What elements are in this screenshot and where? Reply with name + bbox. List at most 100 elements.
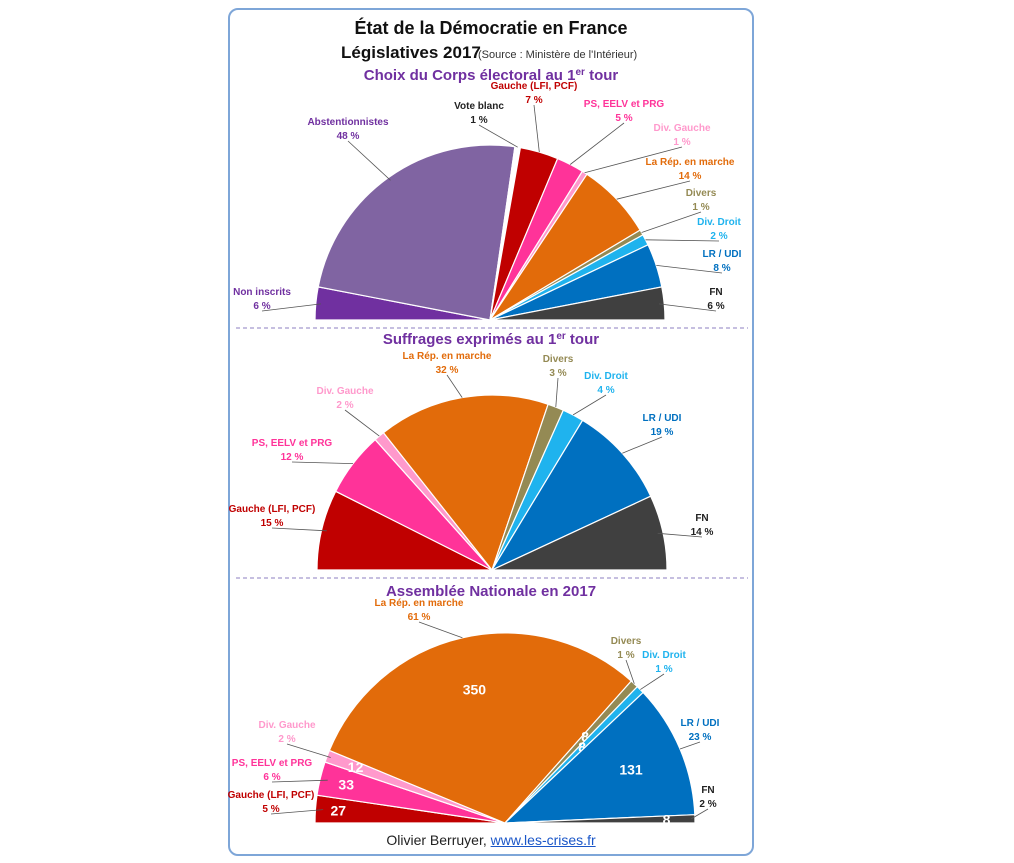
chart-1-leader-4 — [533, 104, 540, 153]
chart-1-label-4: Gauche (LFI, PCF) — [491, 81, 578, 92]
chart-3-pct-5: 1 % — [617, 650, 634, 661]
chart-1-label-11: FN — [709, 287, 722, 298]
chart-1-leader-2 — [347, 140, 391, 181]
chart-1-slice-2 — [317, 144, 516, 321]
chart-2-leader-3 — [344, 409, 380, 437]
chart-2-title-sup: er — [556, 331, 566, 342]
chart-1-label-9: Div. Droit — [697, 217, 741, 228]
chart-1-slice-11 — [489, 286, 666, 321]
chart-1-pct-9: 2 % — [710, 231, 727, 242]
charts-layer: Choix du Corps électoral au 1er tour Non … — [228, 67, 742, 828]
chart-3-seat-label-4: 350 — [463, 682, 487, 698]
chart-3-seat-label-2: 33 — [338, 777, 354, 793]
chart-2-label-2: PS, EELV et PRG — [252, 438, 333, 449]
chart-1-label-3: Vote blanc — [454, 101, 504, 112]
chart-1-leader-8 — [641, 211, 702, 233]
chart-3-label-5: Divers — [611, 636, 642, 647]
chart-3-pct-3: 2 % — [278, 734, 295, 745]
chart-2-pct-7: 19 % — [651, 427, 674, 438]
chart-1-pct-1: 6 % — [253, 301, 270, 312]
chart-2-label-6: Div. Droit — [584, 371, 628, 382]
chart-2-slice-8 — [491, 495, 668, 571]
footer: Olivier Berruyer, www.les-crises.fr — [228, 832, 754, 848]
chart-1-leader-5 — [569, 122, 625, 165]
chart-1-pct-11: 6 % — [707, 301, 724, 312]
chart-3-label-7: LR / UDI — [681, 718, 720, 729]
chart-1-leader-7 — [616, 180, 691, 200]
chart-3-leader-1 — [270, 809, 324, 815]
chart-1-pct-2: 48 % — [337, 131, 360, 142]
chart-2-label-4: La Rép. en marche — [403, 351, 492, 362]
source-note: (Source : Ministère de l'Intérieur) — [478, 49, 637, 61]
chart-1-label-1: Non inscrits — [233, 287, 291, 298]
chart-3-slice-7 — [503, 691, 696, 824]
footer-link[interactable]: www.les-crises.fr — [490, 832, 596, 848]
chart-3-seat-label-1: 27 — [331, 803, 347, 819]
chart-3-seat-label-6: 8 — [578, 739, 586, 755]
chart-3-pct-4: 61 % — [408, 612, 431, 623]
chart-2-pct-5: 3 % — [549, 368, 566, 379]
chart-3-leader-4 — [418, 621, 463, 639]
chart-1-label-5: PS, EELV et PRG — [584, 99, 665, 110]
chart-1-label-8: Divers — [686, 188, 717, 199]
chart-1-leader-1 — [261, 303, 322, 312]
footer-author: Olivier Berruyer, — [386, 832, 487, 848]
chart-3-leader-6 — [640, 673, 665, 690]
chart-3-leader-5 — [625, 659, 635, 684]
chart-2-leader-5 — [555, 377, 559, 408]
chart-1-pct-8: 1 % — [692, 202, 709, 213]
chart-3-title: Assemblée Nationale en 2017 — [386, 583, 596, 600]
chart-1-title-end: tour — [585, 67, 618, 84]
chart-1-pct-10: 8 % — [713, 263, 730, 274]
chart-1-pct-6: 1 % — [673, 137, 690, 148]
chart-1-label-6: Div. Gauche — [653, 123, 710, 134]
chart-3-label-1: Gauche (LFI, PCF) — [228, 790, 315, 801]
chart-1-leader-9 — [645, 239, 720, 242]
chart-3-leader-7 — [679, 741, 701, 750]
chart-2-leader-8 — [657, 532, 703, 538]
chart-2-label-7: LR / UDI — [643, 413, 682, 424]
chart-1-label-7: La Rép. en marche — [646, 157, 735, 168]
chart-1-title-sup: er — [575, 67, 585, 78]
chart-3-pct-7: 23 % — [689, 732, 712, 743]
chart-3-pct-1: 5 % — [262, 804, 279, 815]
chart-3-pct-6: 1 % — [655, 664, 672, 675]
chart-3-label-3: Div. Gauche — [258, 720, 315, 731]
chart-3-seat-label-5: 8 — [581, 729, 589, 745]
chart-2-title-end: tour — [566, 331, 599, 348]
chart-2-label-5: Divers — [543, 354, 574, 365]
chart-2-title: Suffrages exprimés au 1er tour — [383, 331, 599, 349]
chart-1-pct-7: 14 % — [679, 171, 702, 182]
main-title: État de la Démocratie en France — [354, 17, 627, 38]
chart-2-pct-6: 4 % — [597, 385, 614, 396]
chart-1-label-10: LR / UDI — [703, 249, 742, 260]
chart-3-seat-label-8: 8 — [663, 812, 671, 828]
chart-1-title: Choix du Corps électoral au 1er tour — [364, 67, 619, 85]
chart-3-leader-2 — [271, 779, 328, 783]
chart-3-label-6: Div. Droit — [642, 650, 686, 661]
chart-1-label-2: Abstentionnistes — [307, 117, 389, 128]
chart-2-leader-1 — [271, 527, 327, 532]
chart-1-pct-5: 5 % — [615, 113, 632, 124]
chart-1-leader-10 — [656, 265, 723, 274]
chart-2-pct-2: 12 % — [281, 452, 304, 463]
chart-2-pct-4: 32 % — [436, 365, 459, 376]
chart-3-label-2: PS, EELV et PRG — [232, 758, 313, 769]
chart-3-label-8: FN — [701, 785, 714, 796]
chart-2-leader-2 — [291, 461, 354, 464]
chart-2-pct-1: 15 % — [261, 518, 284, 529]
chart-3-pct-2: 6 % — [263, 772, 280, 783]
chart-3-pct-8: 2 % — [699, 799, 716, 810]
chart-1-leader-3 — [478, 124, 518, 148]
chart-2-label-1: Gauche (LFI, PCF) — [229, 504, 316, 515]
chart-2-leader-7 — [622, 436, 663, 454]
chart-1-pct-4: 7 % — [525, 95, 542, 106]
chart-2-pct-8: 14 % — [691, 527, 714, 538]
chart-3-leader-3 — [286, 743, 331, 758]
chart-2-label-8: FN — [695, 513, 708, 524]
chart-3-label-4: La Rép. en marche — [375, 598, 464, 609]
chart-1-leader-6 — [584, 146, 683, 174]
chart-2-pct-3: 2 % — [336, 400, 353, 411]
chart-3-leader-8 — [690, 808, 709, 820]
